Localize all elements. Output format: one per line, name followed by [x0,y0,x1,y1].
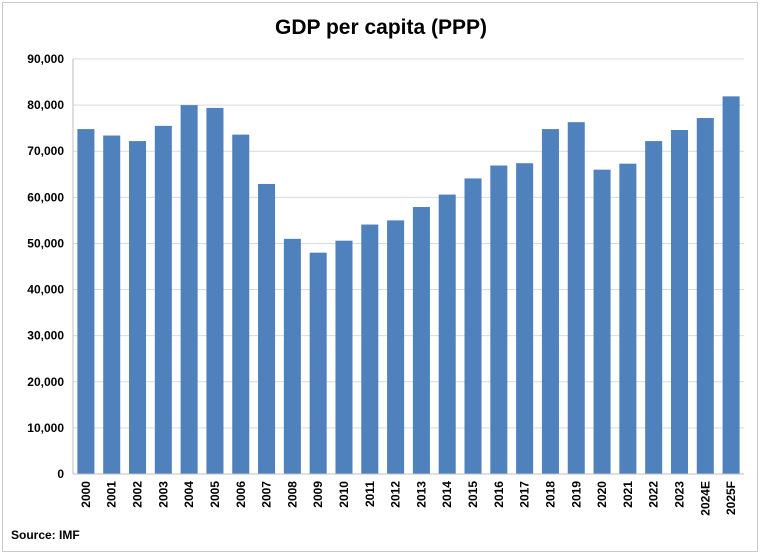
y-tick-label: 40,000 [27,283,64,297]
bars [77,96,740,475]
bar-2011 [361,224,379,474]
bar-2013 [412,207,430,474]
bar-2010 [335,240,353,474]
bar-2025F [722,96,740,474]
y-tick-label: 70,000 [27,144,64,158]
x-tick-label: 2023 [672,481,686,508]
axes [72,59,744,475]
x-tick-label: 2009 [311,481,325,508]
bar-2014 [438,194,456,475]
x-tick-labels: 2000 2001 2002 2003 2004 2005 2006 2007 2008 2009… [79,481,738,516]
y-tick-label: 30,000 [27,329,64,343]
bar-2015 [464,178,482,474]
x-tick-label: 2007 [260,481,274,508]
bar-2020 [593,169,611,474]
bar-2022 [645,141,663,475]
y-tick-label: 10,000 [27,421,64,435]
x-tick-label: 2025F [724,481,738,515]
bar-2007 [258,183,276,474]
bar-2001 [103,135,121,475]
x-tick-label: 2014 [440,481,454,508]
x-tick-label: 2011 [363,481,377,507]
bar-2004 [180,105,198,474]
x-tick-label: 2013 [414,481,428,508]
x-tick-label: 2003 [156,481,170,508]
y-tick-label: 60,000 [27,190,64,204]
x-tick-label: 2017 [518,481,532,508]
x-tick-label: 2018 [543,481,557,508]
source-note: Source: IMF [11,528,80,542]
bar-2003 [154,125,172,474]
x-tick-label: 2000 [79,481,93,508]
x-tick-label: 2021 [621,481,635,508]
y-tick-label: 20,000 [27,375,64,389]
x-tick-label: 2012 [389,481,403,508]
bar-2005 [206,107,224,474]
x-tick-label: 2024E [698,481,712,516]
x-tick-label: 2006 [234,481,248,508]
bar-2017 [516,163,534,474]
y-tick-labels: 0 10,000 20,000 30,000 40,000 50,000 60,000 70,… [27,52,64,481]
y-tick-label: 50,000 [27,236,64,250]
bar-2000 [77,129,95,475]
x-tick-label: 2015 [466,481,480,508]
x-tick-label: 2005 [208,481,222,508]
x-tick-label: 2016 [492,481,506,508]
bar-2006 [232,134,250,474]
bar-2009 [309,252,327,474]
bar-2023 [670,130,688,474]
bar-2021 [619,163,637,474]
y-tick-label: 0 [57,467,64,481]
bar-2019 [567,122,585,474]
x-tick-label: 2022 [647,481,661,508]
bar-2016 [490,165,508,474]
x-tick-label: 2002 [131,481,145,508]
x-tick-label: 2020 [595,481,609,508]
x-tick-label: 2010 [337,481,351,508]
y-tick-label: 80,000 [27,98,64,112]
chart-title: GDP per capita (PPP) [274,16,487,39]
y-tick-label: 90,000 [27,52,64,66]
x-tick-label: 2001 [105,481,119,508]
x-tick-label: 2008 [285,481,299,508]
bar-2024E [696,118,714,475]
bar-2002 [129,141,147,475]
x-tick-label: 2019 [569,481,583,508]
bar-2018 [541,129,559,475]
gridlines [73,58,744,429]
x-tick-label: 2004 [182,481,196,508]
bar-2012 [387,220,405,474]
bar-2008 [283,238,301,474]
